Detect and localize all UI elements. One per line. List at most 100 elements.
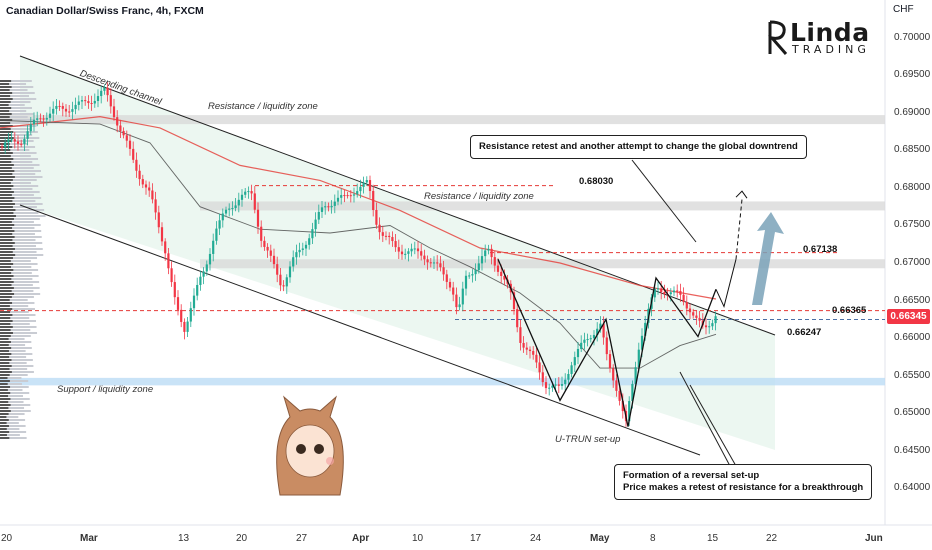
zone-label-support: Support / liquidity zone bbox=[57, 384, 154, 395]
candle-body bbox=[490, 248, 493, 258]
candle-body bbox=[612, 368, 615, 381]
volume-profile-core bbox=[0, 215, 16, 217]
candle-body bbox=[29, 124, 32, 132]
y-tick-label: 0.67000 bbox=[894, 257, 931, 268]
candle-body bbox=[256, 209, 260, 227]
channel-fill bbox=[20, 56, 775, 450]
volume-profile-core bbox=[0, 221, 12, 223]
volume-profile-bar bbox=[0, 413, 25, 415]
candle-body bbox=[503, 276, 506, 280]
candle-body bbox=[436, 262, 439, 264]
candle-body bbox=[522, 342, 525, 348]
candle-body bbox=[391, 237, 394, 242]
volume-profile-bar bbox=[0, 308, 35, 310]
volume-profile-core bbox=[0, 131, 14, 133]
volume-profile-bar bbox=[0, 170, 41, 172]
volume-profile-core bbox=[0, 329, 11, 331]
mascot-blush bbox=[326, 457, 334, 465]
volume-profile-core bbox=[0, 245, 13, 247]
candle-body bbox=[477, 263, 480, 271]
candle-body bbox=[480, 256, 484, 264]
volume-profile-bar bbox=[0, 317, 30, 319]
zone-label-resistance-2: Resistance / liquidity zone bbox=[424, 191, 534, 202]
candle-body bbox=[135, 159, 138, 171]
x-tick-label: May bbox=[590, 533, 610, 544]
callout-reversal-line2: Price makes a retest of resistance for a… bbox=[623, 482, 864, 493]
volume-profile-core bbox=[0, 350, 9, 352]
candle-body bbox=[26, 131, 29, 139]
candle-body bbox=[496, 265, 500, 272]
volume-profile-bar bbox=[0, 146, 36, 148]
candle-body bbox=[189, 308, 192, 322]
volume-profile-core bbox=[0, 179, 13, 181]
volume-profile-core bbox=[0, 119, 13, 121]
candle-body bbox=[602, 323, 605, 338]
candle-body bbox=[695, 315, 698, 318]
candle-body bbox=[260, 226, 263, 241]
volume-profile-bar bbox=[0, 407, 25, 409]
volume-profile-bar bbox=[0, 260, 31, 262]
candle-body bbox=[455, 294, 458, 308]
volume-profile-core bbox=[0, 242, 15, 244]
candle-body bbox=[224, 209, 228, 214]
candle-body bbox=[311, 229, 314, 239]
volume-profile-bar bbox=[0, 236, 42, 238]
candle-body bbox=[660, 288, 663, 293]
volume-profile-core bbox=[0, 311, 11, 313]
volume-profile-core bbox=[0, 218, 14, 220]
candle-body bbox=[618, 390, 621, 401]
y-tick-label: 0.66500 bbox=[894, 294, 931, 306]
callout-resistance-retest: Resistance retest and another attempt to… bbox=[470, 135, 807, 159]
candle-body bbox=[208, 253, 212, 265]
volume-profile-core bbox=[0, 272, 12, 274]
volume-profile-bar bbox=[0, 383, 22, 385]
candle-body bbox=[42, 118, 45, 120]
candle-body bbox=[253, 193, 256, 210]
volume-profile-core bbox=[0, 206, 13, 208]
candle-body bbox=[592, 334, 596, 339]
mascot-eye-left bbox=[296, 444, 306, 454]
volume-profile-core bbox=[0, 209, 16, 211]
volume-profile-core bbox=[0, 305, 10, 307]
volume-profile-bar bbox=[0, 356, 27, 358]
x-tick-label: 27 bbox=[296, 533, 308, 544]
volume-profile-core bbox=[0, 314, 13, 316]
volume-profile-core bbox=[0, 353, 12, 355]
candle-body bbox=[576, 348, 580, 358]
candle-body bbox=[240, 194, 244, 200]
candle-body bbox=[122, 130, 125, 136]
candle-body bbox=[90, 103, 93, 105]
candle-body bbox=[356, 191, 359, 195]
volume-profile-bar bbox=[0, 185, 39, 187]
volume-profile-bar bbox=[0, 305, 29, 307]
candle-body bbox=[372, 190, 375, 210]
volume-profile-bar bbox=[0, 158, 39, 160]
candle-body bbox=[698, 317, 701, 321]
volume-profile-bar bbox=[0, 263, 38, 265]
candle-body bbox=[682, 294, 685, 303]
candle-body bbox=[218, 220, 221, 229]
level-label-68030: 0.68030 bbox=[579, 176, 614, 187]
liquidity-zone-3 bbox=[0, 377, 885, 386]
volume-profile-core bbox=[0, 326, 13, 328]
candle-body bbox=[173, 282, 176, 298]
candle-body bbox=[711, 323, 714, 327]
volume-profile-core bbox=[0, 176, 15, 178]
projection-dashed bbox=[735, 199, 743, 260]
candle-body bbox=[519, 327, 522, 343]
volume-profile-bar bbox=[0, 128, 31, 130]
volume-profile-core bbox=[0, 98, 13, 100]
volume-profile-core bbox=[0, 83, 10, 85]
x-tick-label: 20 bbox=[236, 533, 248, 544]
candle-body bbox=[84, 100, 87, 102]
volume-profile-core bbox=[0, 293, 15, 295]
candle-body bbox=[231, 208, 234, 210]
volume-profile-core bbox=[0, 128, 11, 130]
volume-profile-core bbox=[0, 425, 9, 427]
candle-body bbox=[215, 228, 218, 241]
volume-profile-bar bbox=[0, 353, 33, 355]
candle-body bbox=[308, 238, 311, 245]
candle-body bbox=[468, 275, 471, 277]
candle-body bbox=[132, 148, 135, 160]
